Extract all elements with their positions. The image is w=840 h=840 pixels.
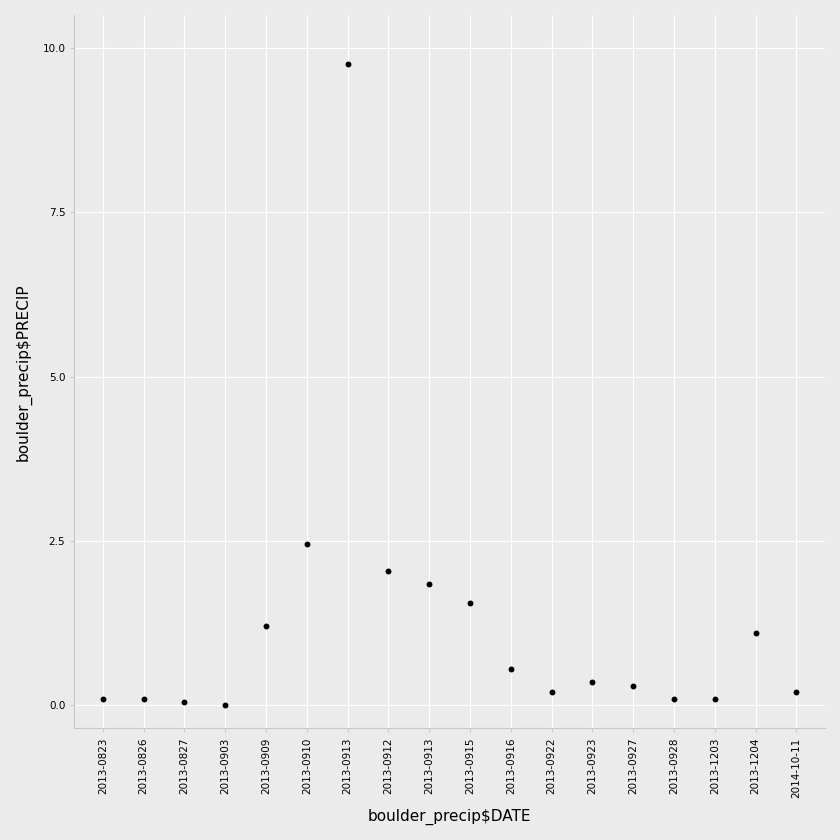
Point (381, 564, 395, 577)
Point (423, 577, 436, 591)
Point (667, 692, 680, 706)
Point (218, 699, 232, 712)
X-axis label: boulder_precip$DATE: boulder_precip$DATE (368, 809, 532, 825)
Point (96, 692, 109, 706)
Point (260, 620, 273, 633)
Point (178, 696, 192, 709)
Point (585, 675, 599, 689)
Point (708, 692, 722, 706)
Y-axis label: boulder_precip$PRECIP: boulder_precip$PRECIP (15, 283, 31, 460)
Point (300, 538, 313, 551)
Point (464, 596, 477, 610)
Point (137, 692, 150, 706)
Point (627, 679, 640, 692)
Point (341, 58, 354, 71)
Point (504, 663, 517, 676)
Point (749, 627, 763, 640)
Point (790, 685, 803, 699)
Point (545, 685, 559, 699)
